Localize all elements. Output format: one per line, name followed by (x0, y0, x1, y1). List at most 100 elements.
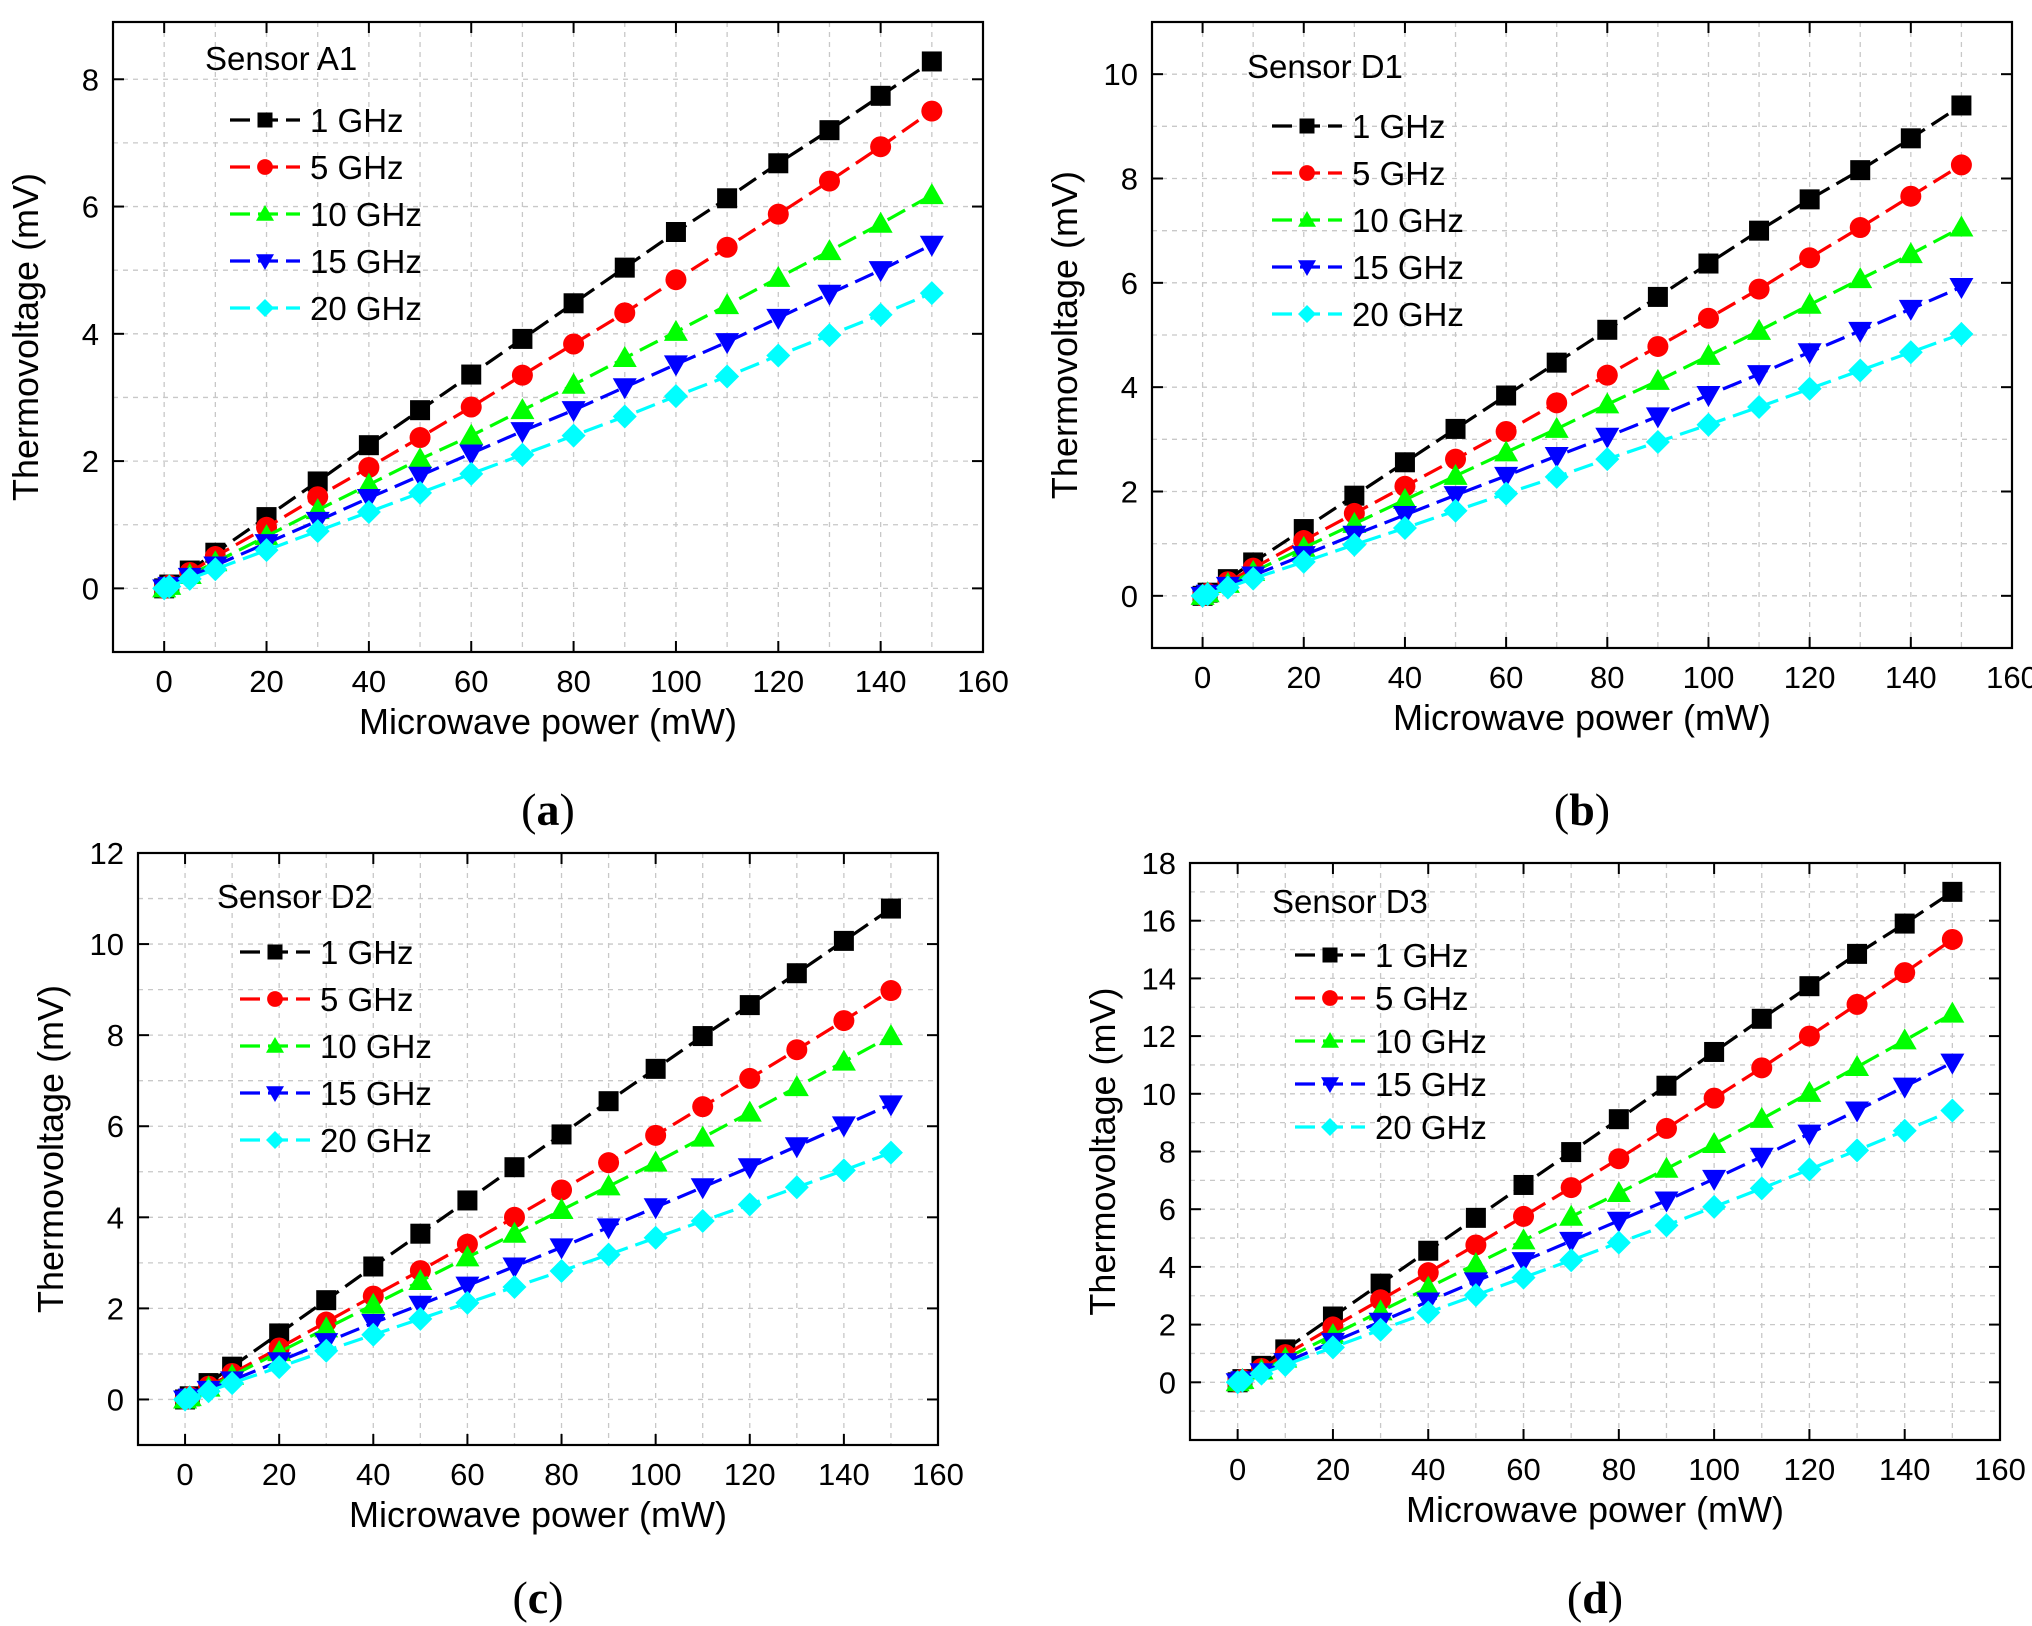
y-tick-label: 8 (107, 1018, 124, 1053)
data-point (1654, 1213, 1679, 1238)
x-tick-label: 140 (855, 664, 907, 699)
data-point (1606, 1211, 1631, 1233)
data-point (1892, 1028, 1917, 1050)
legend-marker (1322, 947, 1338, 963)
data-point (817, 239, 842, 261)
data-point (766, 265, 791, 287)
series-line (163, 193, 933, 590)
data-point (502, 1274, 527, 1299)
data-point (596, 1218, 621, 1240)
data-point (358, 456, 380, 478)
data-point (356, 489, 381, 510)
plot-frame (111, 20, 985, 654)
legend-marker (257, 159, 273, 175)
x-tick-label: 80 (556, 664, 590, 699)
y-tick-label: 4 (1121, 370, 1138, 405)
data-point (737, 1100, 762, 1122)
data-point (1463, 1272, 1488, 1294)
x-tick-label: 40 (352, 664, 386, 699)
data-point (692, 1026, 713, 1047)
legend-label: 5 GHz (1352, 155, 1446, 192)
y-tick-label: 10 (1142, 1077, 1176, 1112)
legend-marker (266, 1037, 284, 1053)
y-axis-label: Thermovoltage (mV) (5, 173, 46, 501)
data-point (408, 447, 433, 469)
axis-ticks: 0 20 40 60 80 100 120 140 160 0 2 4 6 8 10 12 (90, 836, 964, 1492)
x-tick-label: 40 (356, 1457, 390, 1492)
data-point (408, 1295, 433, 1317)
y-tick-label: 6 (1159, 1192, 1176, 1227)
x-tick-label: 140 (1879, 1452, 1931, 1487)
legend-marker (1298, 211, 1316, 227)
grid (1152, 22, 2012, 648)
series-20-ghz (152, 281, 944, 601)
x-tick-label: 0 (176, 1457, 193, 1492)
data-point (549, 1238, 574, 1260)
legend-marker (1298, 260, 1316, 276)
data-point (1900, 185, 1922, 207)
y-tick-label: 18 (1142, 846, 1176, 881)
data-point (1645, 429, 1670, 454)
data-point (1215, 575, 1240, 600)
data-point (1797, 343, 1822, 365)
data-point (1463, 1252, 1488, 1274)
data-point (358, 435, 379, 456)
data-point (408, 1306, 433, 1331)
data-point (410, 400, 431, 421)
data-point (1749, 1106, 1774, 1128)
series-line (1236, 890, 1954, 1384)
data-point (1645, 407, 1670, 429)
series-line (1236, 1012, 1954, 1384)
data-point (612, 346, 637, 367)
legend-label: 10 GHz (320, 1028, 432, 1065)
data-point (1941, 928, 1963, 950)
data-point (1845, 1101, 1870, 1123)
data-point (1496, 385, 1517, 406)
data-point (1951, 95, 1972, 116)
data-point (1249, 1361, 1274, 1386)
data-point (665, 222, 686, 242)
data-point (1654, 1191, 1679, 1213)
data-point (643, 1198, 668, 1220)
legend-label: 1 GHz (1352, 108, 1446, 145)
data-point (665, 269, 687, 291)
data-point (459, 423, 484, 445)
legend-label: 1 GHz (1375, 937, 1469, 974)
data-point (1560, 1177, 1582, 1199)
series-line (184, 1151, 892, 1401)
data-point (549, 1198, 574, 1220)
data-point (510, 422, 535, 444)
y-tick-label: 8 (82, 62, 99, 97)
data-point (1949, 321, 1974, 346)
legend-label: 15 GHz (1375, 1066, 1487, 1103)
data-point (504, 1157, 525, 1178)
data-point (921, 51, 942, 72)
data-point (455, 1290, 480, 1315)
data-point (870, 136, 892, 158)
x-tick-label: 120 (1784, 1452, 1836, 1487)
data-point (267, 1355, 292, 1380)
data-point (833, 930, 854, 951)
data-point (1544, 416, 1569, 438)
data-point (409, 427, 431, 449)
x-axis-label: Microwave power (mW) (1393, 697, 1771, 738)
series-20-ghz (1225, 1098, 1965, 1395)
series-line (163, 243, 933, 590)
data-point (1702, 1131, 1727, 1153)
y-tick-label: 2 (82, 444, 99, 479)
data-point (1797, 376, 1822, 401)
panel-label: (b) (1554, 784, 1610, 835)
data-point (1559, 1204, 1584, 1226)
data-point (561, 423, 586, 448)
plot-frame (136, 851, 940, 1447)
series-line (1201, 226, 1963, 598)
data-point (269, 1323, 290, 1344)
data-point (408, 466, 433, 488)
data-point (1344, 485, 1365, 506)
data-point (1749, 1147, 1774, 1169)
y-tick-label: 16 (1142, 904, 1176, 939)
legend-marker (256, 299, 274, 317)
data-point (596, 1174, 621, 1196)
data-point (361, 1292, 386, 1314)
data-point (1463, 1283, 1488, 1308)
